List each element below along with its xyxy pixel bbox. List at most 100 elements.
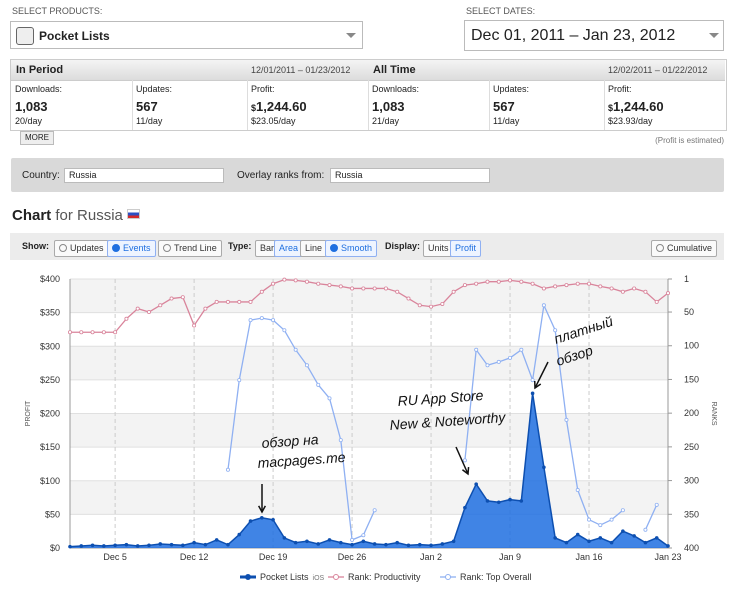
point	[417, 542, 422, 547]
point	[338, 438, 343, 443]
point	[327, 283, 332, 288]
filter-bar: Country: Russia Overlay ranks from: Russ…	[11, 158, 724, 192]
grid-band	[70, 413, 668, 448]
toolbar-button[interactable]: Units	[423, 240, 454, 257]
point	[304, 363, 309, 368]
cell-label: Updates:	[493, 84, 530, 94]
point	[564, 417, 569, 422]
y2-tick-label: 300	[684, 476, 699, 486]
point	[237, 299, 242, 304]
point	[68, 544, 72, 549]
more-button[interactable]: MORE	[20, 131, 54, 145]
point	[338, 540, 343, 545]
button-label: Events	[123, 243, 151, 253]
dropdown-arrow	[709, 33, 719, 43]
y-tick-label: $350	[40, 308, 60, 318]
point	[248, 519, 253, 523]
point	[451, 289, 456, 294]
point	[632, 534, 636, 538]
radio	[163, 244, 171, 252]
label: Country:	[22, 170, 60, 181]
point	[259, 316, 264, 321]
point	[305, 539, 309, 544]
y2-tick-label: 1	[684, 274, 689, 284]
radio	[330, 244, 338, 252]
point	[530, 391, 535, 396]
legend-platform: iOS	[313, 575, 325, 582]
y-tick-label: $200	[40, 409, 60, 419]
point	[508, 278, 513, 283]
button-label: Profit	[455, 243, 477, 253]
point	[338, 284, 343, 289]
toolbar-button[interactable]: Smooth	[325, 240, 378, 257]
panel-title: All Time	[373, 64, 416, 76]
point	[316, 281, 321, 286]
point	[462, 458, 467, 463]
point	[553, 536, 557, 540]
country-select[interactable]: Russia	[64, 168, 224, 183]
toolbar-button[interactable]: Area	[274, 240, 304, 257]
cell-value-row: 567	[493, 99, 515, 114]
cell-value-row: $1,244.60	[608, 99, 664, 114]
toolbar-button[interactable]: Cumulative	[651, 240, 718, 257]
button-label: Trend Line	[174, 243, 217, 253]
point	[541, 303, 546, 308]
cell-value-row: 1,083	[372, 99, 405, 114]
toolbar-button[interactable]: Updates	[54, 240, 109, 257]
area-line	[69, 393, 669, 548]
point	[406, 296, 411, 301]
radio	[112, 244, 120, 252]
button-label: Updates	[70, 243, 104, 253]
point	[271, 318, 276, 323]
point	[293, 540, 298, 545]
cell-divider	[604, 80, 605, 130]
y2-tick-label: 150	[684, 374, 699, 384]
point	[654, 536, 659, 540]
toolbar-button[interactable]: Trend Line	[158, 240, 222, 257]
point	[530, 281, 535, 286]
panel-range: 12/01/2011 – 01/23/2012	[251, 65, 351, 75]
app-icon	[16, 27, 34, 45]
x-tick-label: Jan 2	[420, 552, 442, 562]
point	[429, 543, 433, 548]
toolbar-button[interactable]: Profit	[450, 240, 482, 257]
toolbar-label: Type:	[228, 241, 252, 251]
point	[564, 540, 569, 545]
point	[508, 355, 513, 360]
cell-divider	[489, 80, 490, 130]
point	[361, 539, 366, 544]
point	[225, 299, 230, 304]
y2-tick-label: 250	[684, 442, 699, 452]
point	[383, 286, 388, 291]
point	[372, 508, 377, 513]
grid-band	[70, 480, 668, 515]
button-label: Line	[305, 243, 323, 253]
x-tick-label: Dec 5	[103, 552, 127, 562]
point	[271, 281, 276, 286]
point	[248, 318, 253, 323]
point	[542, 465, 546, 470]
overlay-select[interactable]: Russia	[330, 168, 490, 183]
cell-value-row: 567	[136, 99, 158, 114]
point	[293, 347, 298, 352]
label: Overlay ranks from:	[237, 170, 325, 181]
date-select[interactable]: Dec 01, 2011 – Jan 23, 2012	[464, 20, 724, 51]
point	[621, 529, 625, 533]
heading-title: Chart	[12, 207, 52, 224]
point	[463, 505, 467, 510]
annotation-arrow	[534, 361, 549, 389]
annotation: macpages.me	[257, 449, 346, 471]
point	[327, 396, 332, 401]
point	[282, 536, 287, 540]
toolbar-button[interactable]: Events	[107, 240, 156, 257]
toolbar-button[interactable]: Line	[300, 240, 328, 257]
point	[620, 289, 625, 294]
point	[214, 538, 219, 542]
panel-title: In Period	[16, 64, 64, 76]
point	[451, 539, 456, 544]
y2-axis-label: RANKS	[710, 401, 717, 425]
point	[304, 279, 309, 284]
product-select[interactable]: Pocket Lists	[10, 21, 363, 49]
point	[575, 488, 580, 493]
arrow-head	[257, 505, 267, 514]
